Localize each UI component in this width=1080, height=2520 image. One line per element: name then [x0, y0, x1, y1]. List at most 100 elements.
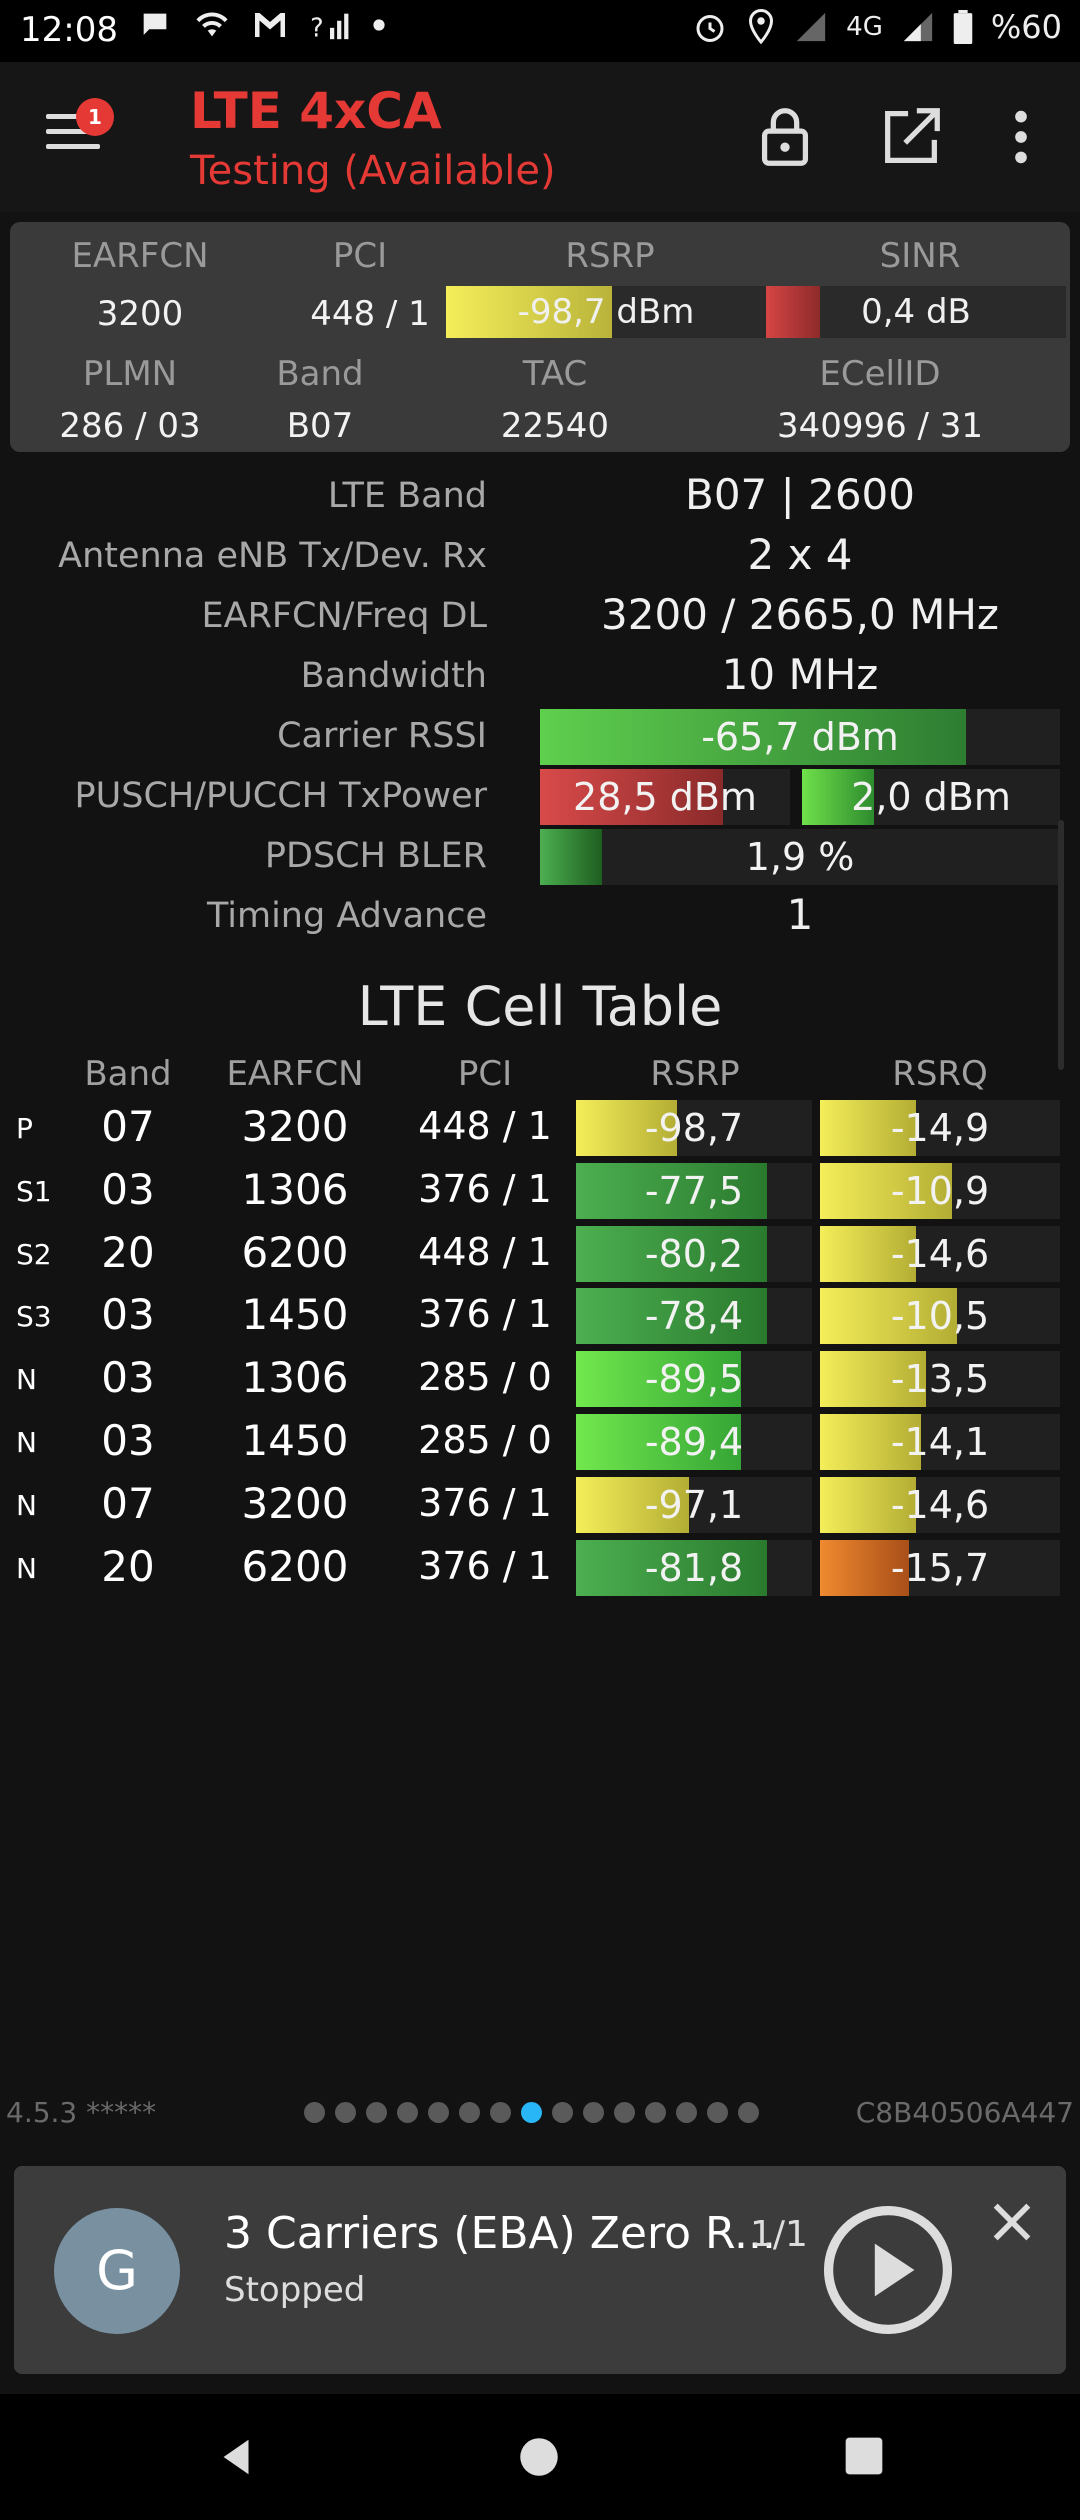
pucch-bar-fill — [802, 769, 874, 825]
cell-earfcn: 3200 — [241, 1102, 349, 1151]
cell-rsrq: -15,7 — [890, 1546, 990, 1590]
wifi-icon — [196, 12, 228, 37]
pci-value: 448 / 1 — [310, 294, 430, 334]
bler-value: 1,9 % — [745, 835, 855, 879]
cell-earfcn: 6200 — [241, 1542, 349, 1591]
network-type: 4G — [846, 12, 883, 42]
cell-rsrp: -97,1 — [644, 1483, 744, 1527]
more-vert-icon[interactable] — [986, 102, 1056, 172]
play-icon[interactable] — [822, 2204, 954, 2336]
open-external-icon[interactable] — [876, 102, 946, 172]
sinr-bar: 0,4 dB — [766, 286, 1066, 338]
page-dot[interactable] — [552, 2102, 573, 2123]
rsrp-bar: -77,5 — [576, 1163, 812, 1219]
rsrp-bar-fill — [576, 1163, 767, 1219]
rsrp-label: RSRP — [565, 236, 655, 276]
th-band: Band — [84, 1054, 172, 1094]
cell-band: 03 — [101, 1165, 155, 1214]
page-dot[interactable] — [583, 2102, 604, 2123]
sinr-label: SINR — [879, 236, 961, 276]
page-dot[interactable] — [614, 2102, 635, 2123]
cell-rsrq: -13,5 — [890, 1357, 990, 1401]
freq-value: 3200 / 2665,0 MHz — [601, 590, 999, 639]
cell-rsrq: -14,6 — [890, 1232, 990, 1276]
rssi-bar-fill — [540, 709, 966, 765]
page-subtitle: Testing (Available) — [190, 148, 556, 194]
rsrp-bar-fill — [446, 286, 612, 338]
page-dot[interactable] — [366, 2102, 387, 2123]
rsrq-bar: -10,5 — [820, 1288, 1060, 1344]
cell-rsrp: -89,4 — [644, 1420, 744, 1464]
cell-rsrp: -89,5 — [644, 1357, 744, 1401]
cell-rsrq: -14,1 — [890, 1420, 990, 1464]
band-value: B07 — [286, 406, 354, 446]
page-dot[interactable] — [428, 2102, 449, 2123]
ta-value: 1 — [786, 890, 814, 939]
cell-band: 03 — [101, 1290, 155, 1339]
rsrp-bar-fill — [576, 1100, 677, 1156]
page-dot[interactable] — [335, 2102, 356, 2123]
page-indicator[interactable] — [304, 2102, 759, 2123]
th-rsrq: RSRQ — [892, 1054, 988, 1094]
test-player-card[interactable]: G 3 Carriers (EBA) Zero R... 1/1 Stopped — [14, 2166, 1066, 2374]
ecellid-label: ECellID — [819, 354, 941, 394]
row-type: S2 — [16, 1238, 52, 1271]
battery-percent: %60 — [990, 8, 1062, 46]
menu-icon[interactable] — [46, 114, 100, 154]
rsrp-bar-fill — [576, 1477, 689, 1533]
bler-bar: 1,9 % — [540, 829, 1060, 885]
page-dot[interactable] — [707, 2102, 728, 2123]
app-version: 4.5.3 ***** — [6, 2096, 157, 2129]
test-title: 3 Carriers (EBA) Zero R... — [224, 2208, 776, 2259]
dot-icon — [373, 19, 385, 31]
rsrq-bar: -14,6 — [820, 1477, 1060, 1533]
rsrp-bar: -98,7 dBm — [446, 286, 766, 338]
bler-label: PDSCH BLER — [264, 836, 487, 876]
rsrp-value: -98,7 dBm — [517, 292, 695, 332]
lock-icon[interactable] — [750, 102, 820, 172]
page-dot[interactable] — [521, 2102, 542, 2123]
cell-pci: 448 / 1 — [418, 1104, 552, 1148]
signal-icon — [903, 12, 933, 42]
home-icon[interactable] — [514, 2432, 564, 2482]
cell-pci: 376 / 1 — [418, 1292, 552, 1336]
device-id: C8B40506A447 — [855, 2096, 1074, 2129]
row-type: N — [16, 1426, 37, 1459]
pusch-bar: 28,5 dBm — [540, 769, 790, 825]
ta-label: Timing Advance — [206, 896, 487, 936]
th-earfcn: EARFCN — [226, 1054, 364, 1094]
pci-label: PCI — [332, 236, 388, 276]
band-label: Band — [276, 354, 364, 394]
rsrp-bar: -97,1 — [576, 1477, 812, 1533]
rsrp-bar: -80,2 — [576, 1226, 812, 1282]
back-icon[interactable] — [214, 2434, 260, 2480]
cell-pci: 285 / 0 — [418, 1355, 552, 1399]
rsrq-bar: -15,7 — [820, 1540, 1060, 1596]
page-dot[interactable] — [490, 2102, 511, 2123]
cell-band: 07 — [101, 1102, 155, 1151]
cell-rsrq: -14,6 — [890, 1483, 990, 1527]
cell-earfcn: 1450 — [241, 1416, 349, 1465]
signal-icon — [797, 12, 826, 42]
th-pci: PCI — [457, 1054, 513, 1094]
page-dot[interactable] — [676, 2102, 697, 2123]
plmn-label: PLMN — [82, 354, 178, 394]
scrollbar[interactable] — [1058, 820, 1064, 1070]
page-dot[interactable] — [738, 2102, 759, 2123]
page-dot[interactable] — [459, 2102, 480, 2123]
cell-rsrp: -80,2 — [644, 1232, 744, 1276]
row-type: N — [16, 1552, 37, 1585]
rsrq-bar-fill — [820, 1288, 957, 1344]
cell-band: 20 — [101, 1542, 155, 1591]
pusch-bar-fill — [540, 769, 723, 825]
page-dot[interactable] — [397, 2102, 418, 2123]
recents-icon[interactable] — [842, 2434, 886, 2478]
page-dot[interactable] — [645, 2102, 666, 2123]
rsrp-bar-fill — [576, 1414, 741, 1470]
rssi-label: Carrier RSSI — [277, 716, 487, 756]
cell-pci: 285 / 0 — [418, 1418, 552, 1462]
cell-rsrq: -14,9 — [890, 1106, 990, 1150]
pucch-bar: 2,0 dBm — [802, 769, 1060, 825]
close-icon[interactable] — [984, 2194, 1040, 2250]
page-dot[interactable] — [304, 2102, 325, 2123]
